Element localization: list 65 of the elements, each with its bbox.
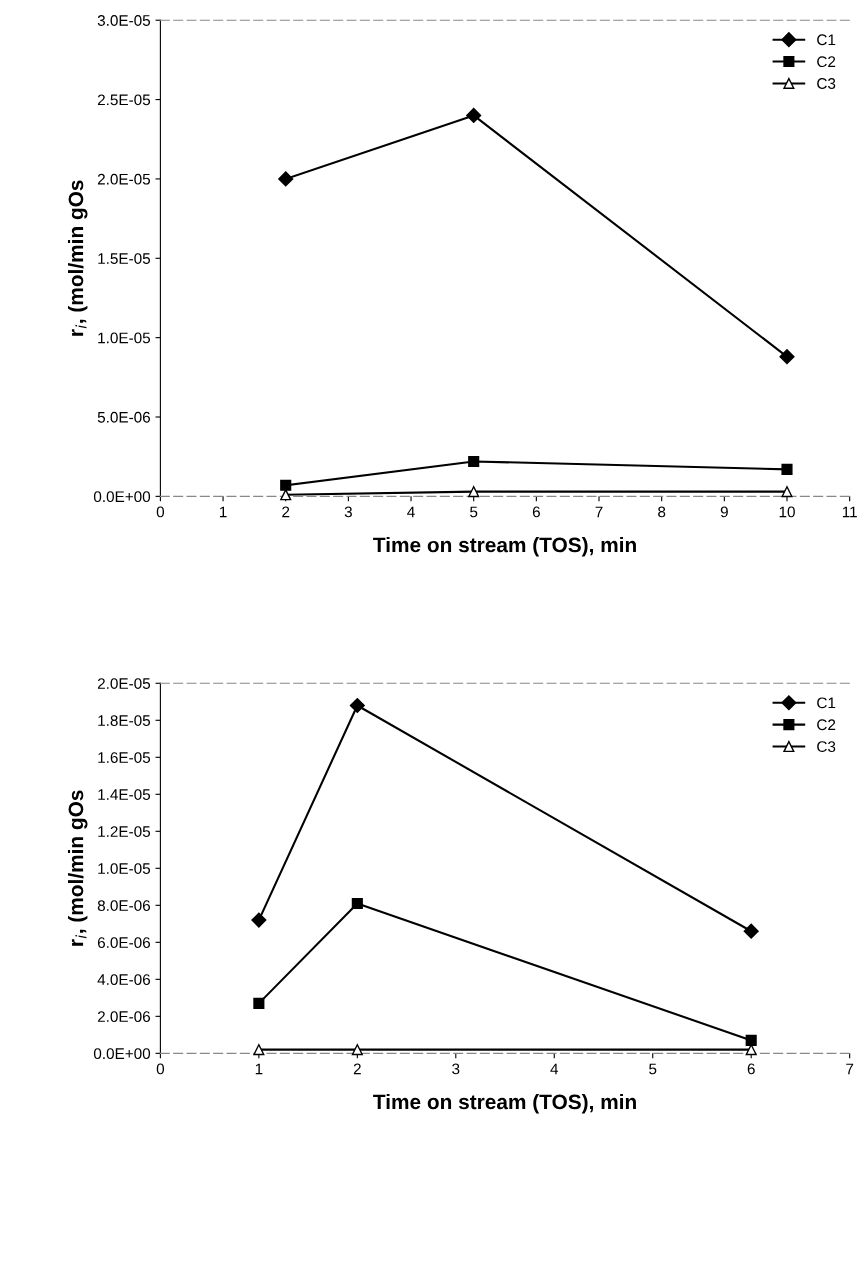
x-tick-label: 9: [720, 506, 728, 518]
x-tick-label: 3: [452, 1063, 460, 1075]
point: [351, 1044, 363, 1056]
y-tick-label: 6.0E-06: [97, 937, 150, 949]
x-tick-label: 11: [842, 506, 857, 518]
y-tick-label: 1.6E-05: [98, 752, 151, 763]
y-tick-label: 2.0E-06: [97, 1011, 150, 1023]
x-tick-label: 6: [747, 1063, 755, 1075]
legend-label: C3: [817, 78, 836, 89]
point: [779, 349, 795, 365]
x-axis-title: Time on stream (TOS), min: [373, 1093, 636, 1114]
legend-label: C1: [817, 34, 836, 46]
y-tick-label: 2.0E-05: [97, 173, 151, 185]
point: [468, 455, 480, 467]
y-tick-label: 4.0E-06: [97, 974, 150, 986]
point: [253, 1044, 265, 1056]
x-axis-title: Time on stream (TOS), min: [373, 536, 636, 557]
x-tick-label: 5: [470, 506, 478, 518]
y-tick-label: 1.8E-05: [98, 715, 151, 726]
point: [468, 486, 480, 498]
y-tick-label: 1.5E-05: [98, 253, 151, 264]
x-tick-label: 1: [255, 1063, 263, 1075]
x-tick-label: 4: [550, 1063, 559, 1075]
x-tick-label: 2: [282, 506, 290, 518]
x-tick-label: 7: [846, 1063, 854, 1075]
x-tick-label: 1: [219, 506, 227, 518]
x-tick-label: 3: [344, 506, 352, 518]
y-tick-label: 3.0E-05: [97, 15, 151, 26]
point: [781, 463, 793, 475]
y-tick-label: 5.0E-06: [97, 411, 150, 423]
x-tick-label: 6: [532, 506, 540, 518]
legend-label: C2: [817, 719, 836, 731]
point: [351, 897, 363, 910]
y-tick-label: 1.0E-05: [98, 863, 151, 874]
x-tick-label: 0: [156, 1063, 165, 1075]
point: [278, 171, 294, 187]
x-tick-label: 7: [595, 506, 603, 518]
y-tick-label: 0.0E+00: [93, 491, 151, 503]
y-tick-label: 0.0E+00: [93, 1048, 151, 1060]
legend-label: C1: [817, 697, 836, 709]
point: [280, 489, 292, 501]
x-tick-label: 4: [407, 506, 415, 518]
y-axis-title: r$_{i}$, (mol/min gOs: [67, 180, 88, 336]
x-tick-label: 0: [156, 506, 165, 518]
point: [253, 997, 265, 1009]
point: [251, 912, 267, 928]
point: [781, 486, 793, 498]
y-tick-label: 2.5E-05: [97, 94, 151, 106]
point: [466, 107, 482, 124]
x-tick-label: 2: [353, 1063, 361, 1075]
legend-label: C3: [817, 741, 836, 753]
point: [349, 697, 365, 714]
point: [280, 479, 292, 491]
point: [743, 923, 759, 939]
x-tick-label: 5: [649, 1063, 657, 1075]
legend-label: C2: [817, 56, 836, 68]
y-axis-title: r$_{i}$, (mol/min gOs: [67, 790, 88, 946]
y-tick-label: 1.4E-05: [98, 789, 151, 800]
x-tick-label: 10: [779, 506, 795, 518]
y-tick-label: 8.0E-06: [97, 900, 150, 911]
x-tick-label: 8: [658, 506, 666, 518]
y-tick-label: 2.0E-05: [97, 678, 151, 689]
y-tick-label: 1.0E-05: [98, 332, 151, 344]
point: [745, 1034, 757, 1046]
y-tick-label: 1.2E-05: [98, 826, 151, 837]
